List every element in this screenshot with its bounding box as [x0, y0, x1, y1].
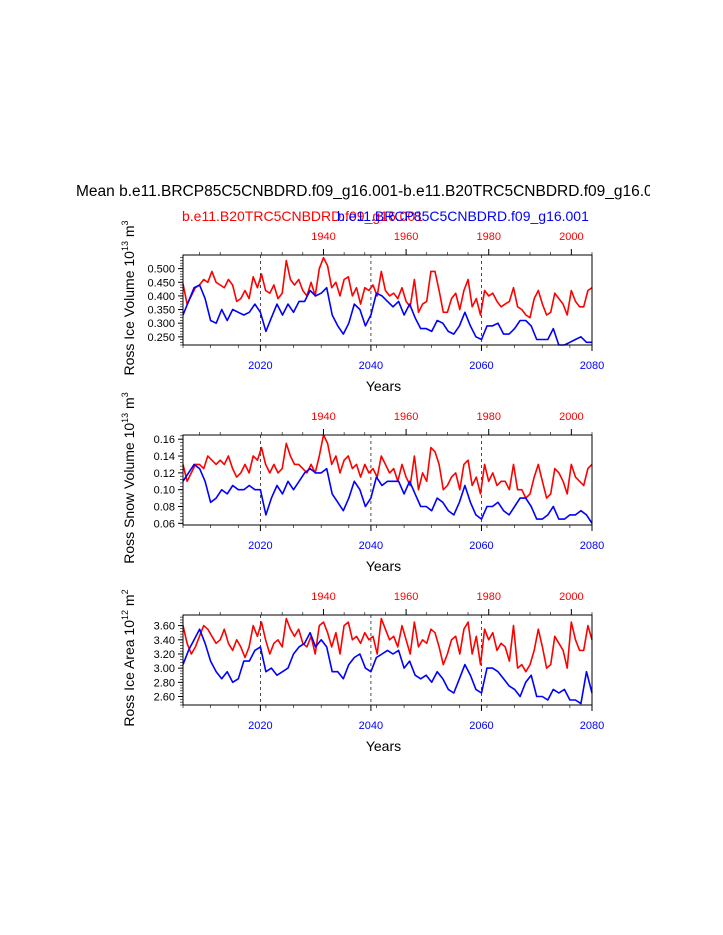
- y-tick-label: 0.350: [147, 305, 175, 317]
- historical-series-line: [182, 256, 593, 319]
- x-bottom-tick-label: 2020: [248, 720, 272, 732]
- x-bottom-tick-label: 2080: [580, 360, 604, 372]
- x-bottom-tick-label: 2060: [469, 360, 493, 372]
- x-axis-title: Years: [366, 558, 401, 574]
- y-tick-label: 0.12: [154, 468, 175, 480]
- future-series-line: [182, 463, 593, 524]
- x-top-tick-label: 1980: [476, 591, 500, 603]
- future-series-line: [182, 284, 592, 346]
- y-axis-title: Ross Ice Area 1012 m2: [120, 589, 137, 726]
- x-top-tick-label: 1940: [311, 591, 335, 603]
- x-bottom-tick-label: 2060: [469, 540, 493, 552]
- y-axis-title: Ross Ice Volume 1013 m3: [120, 220, 137, 375]
- historical-case-label: b.e11.B20TRC5CNBDRD.f09_g16.001: [182, 208, 423, 224]
- y-tick-label: 2.60: [154, 691, 175, 703]
- plot-frame: [182, 254, 593, 346]
- x-top-tick-label: 2000: [559, 231, 583, 243]
- chart-panel-2: 0.06 0.08 0.10 0.12 0.14 0.16 2020 2040 2060 2080…: [120, 392, 604, 574]
- y-tick-label: 0.10: [154, 485, 175, 497]
- x-bottom-tick-label: 2020: [248, 540, 272, 552]
- y-tick-label: 0.16: [154, 434, 175, 446]
- y-tick-label: 0.300: [147, 318, 175, 330]
- x-top-tick-label: 1980: [476, 411, 500, 423]
- y-tick-label: 2.80: [154, 677, 175, 689]
- y-tick-label: 0.14: [154, 451, 175, 463]
- plot-frame: [182, 434, 593, 526]
- y-tick-label: 3.60: [154, 621, 175, 633]
- y-axis-title: Ross Snow Volume 1013 m3: [120, 392, 137, 563]
- x-bottom-tick-label: 2060: [469, 720, 493, 732]
- figure-title: Mean b.e11.BRCP85C5CNBDRD.f09_g16.001-b.…: [76, 183, 650, 200]
- x-axis-title: Years: [366, 378, 401, 394]
- x-top-tick-label: 1940: [311, 231, 335, 243]
- x-top-tick-label: 1960: [394, 231, 418, 243]
- future-case-label: b.e11.BRCP85C5CNBDRD.f09_g16.001: [337, 208, 589, 224]
- y-tick-label: 3.20: [154, 649, 175, 661]
- y-tick-label: 0.250: [147, 332, 175, 344]
- y-tick-label: 0.400: [147, 291, 175, 303]
- y-tick-label: 0.06: [154, 518, 175, 530]
- chart-panel-3: 2.60 2.80 3.00 3.20 3.40 3.60 2020 2040 2060 2080…: [120, 589, 604, 754]
- y-tick-label: 3.00: [154, 663, 175, 675]
- x-top-tick-label: 2000: [559, 411, 583, 423]
- x-top-tick-label: 1960: [394, 411, 418, 423]
- x-top-tick-label: 1980: [476, 231, 500, 243]
- y-tick-label: 0.08: [154, 501, 175, 513]
- x-bottom-tick-label: 2040: [359, 360, 383, 372]
- y-tick-label: 3.40: [154, 635, 175, 647]
- y-tick-label: 0.450: [147, 277, 175, 289]
- future-series-line: [182, 628, 593, 705]
- x-bottom-tick-label: 2080: [580, 720, 604, 732]
- x-bottom-tick-label: 2020: [248, 360, 272, 372]
- x-bottom-tick-label: 2040: [359, 540, 383, 552]
- y-tick-label: 0.500: [147, 264, 175, 276]
- x-bottom-tick-label: 2080: [580, 540, 604, 552]
- x-bottom-tick-label: 2040: [359, 720, 383, 732]
- x-top-tick-label: 1940: [311, 411, 335, 423]
- historical-series-line: [182, 434, 593, 499]
- historical-series-line: [182, 617, 593, 673]
- x-top-tick-label: 2000: [559, 591, 583, 603]
- x-axis-title: Years: [366, 738, 401, 754]
- plot-frame: [182, 614, 593, 706]
- x-top-tick-label: 1960: [394, 591, 418, 603]
